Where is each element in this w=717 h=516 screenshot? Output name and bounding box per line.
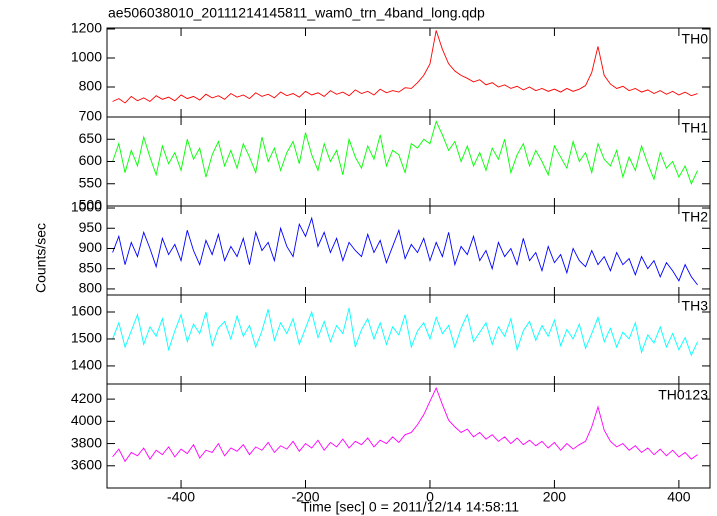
panel-label: TH0: [682, 31, 709, 47]
y-tick-label: 950: [79, 219, 103, 235]
y-tick-label: 800: [79, 78, 103, 94]
y-axis-label: Counts/sec: [33, 223, 49, 293]
y-tick-label: 1200: [71, 20, 102, 36]
x-tick-label: -200: [291, 489, 319, 505]
y-tick-label: 650: [79, 130, 103, 146]
y-tick-label: 500: [79, 197, 103, 213]
y-tick-label: 1000: [71, 199, 102, 215]
y-tick-label: 3600: [71, 456, 102, 472]
y-tick-label: 550: [79, 174, 103, 190]
panel-label: TH3: [682, 298, 709, 314]
y-tick-label: 1500: [71, 330, 102, 346]
panel-label: TH2: [682, 209, 709, 225]
data-line: [112, 307, 698, 357]
y-tick-label: 1600: [71, 303, 102, 319]
x-tick-label: -400: [167, 489, 195, 505]
chart-title: ae506038010_20111214145811_wam0_trn_4ban…: [108, 5, 485, 21]
data-line: [112, 386, 698, 463]
x-tick-label: 400: [667, 489, 691, 505]
y-tick-label: 900: [79, 239, 103, 255]
x-tick-label: 0: [426, 489, 434, 505]
y-tick-label: 850: [79, 259, 103, 275]
y-tick-label: 4000: [71, 412, 102, 428]
y-tick-label: 1000: [71, 49, 102, 65]
y-tick-label: 800: [79, 280, 103, 296]
y-tick-label: 3800: [71, 434, 102, 450]
panel-frame: [106, 383, 711, 489]
y-tick-label: 4200: [71, 390, 102, 406]
x-tick-label: 200: [543, 489, 567, 505]
y-tick-label: 1400: [71, 357, 102, 373]
data-line: [112, 120, 698, 185]
panel-label: TH0123: [658, 387, 708, 403]
data-line: [112, 30, 698, 104]
y-tick-label: 700: [79, 108, 103, 124]
data-line: [112, 216, 698, 286]
x-axis-label: Time [sec] 0 = 2011/12/14 14:58:11: [301, 499, 519, 515]
panel-label: TH1: [682, 120, 709, 136]
y-tick-label: 600: [79, 152, 103, 168]
panel-frame: [106, 27, 711, 118]
